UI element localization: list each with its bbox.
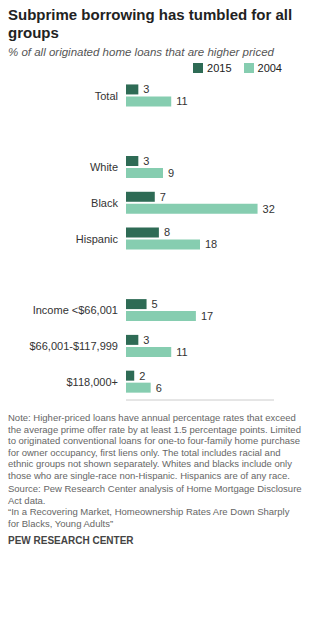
svg-text:18: 18 [205,238,217,250]
html-text:Subprime borrowing has tumbled: Subprime borrowing has tumbled for all g… [8,6,293,41]
svg-text:32: 32 [263,203,275,215]
svg-text:Hispanic: Hispanic [76,233,119,245]
html-text:Source: Pew Research Center an: Source: Pew Research Center analysis of … [8,483,302,506]
svg-text:3: 3 [143,83,149,95]
svg-text:$118,000+: $118,000+ [67,376,119,388]
svg-text:3: 3 [143,334,149,346]
svg-text:5: 5 [152,298,158,310]
html-text:“In a Recovering Market, Homeo: “In a Recovering Market, Homeownership R… [8,506,290,529]
svg-text:White: White [90,161,118,173]
html-text:PEW RESEARCH CENTER: PEW RESEARCH CENTER [8,535,134,546]
svg-text:3: 3 [143,155,149,167]
html-text:Note: Higher-priced loans have: Note: Higher-priced loans have annual pe… [8,412,301,481]
svg-text:8: 8 [164,226,170,238]
svg-text:Black: Black [91,197,118,209]
html-text:% of all originated home loans: % of all originated home loans that are … [8,46,274,58]
svg-text:11: 11 [176,95,187,107]
svg-text:2: 2 [139,370,145,382]
html-text:2015: 2015 [207,62,232,74]
svg-text:Total: Total [95,90,118,102]
svg-text:9: 9 [168,167,174,179]
svg-text:$66,001-$117,999: $66,001-$117,999 [30,340,119,352]
svg-text:7: 7 [160,191,166,203]
svg-text:17: 17 [201,310,213,322]
svg-text:6: 6 [156,382,162,394]
html-text:2004: 2004 [257,62,282,74]
svg-text:11: 11 [176,346,187,358]
svg-text:Income <$66,001: Income <$66,001 [33,304,118,316]
